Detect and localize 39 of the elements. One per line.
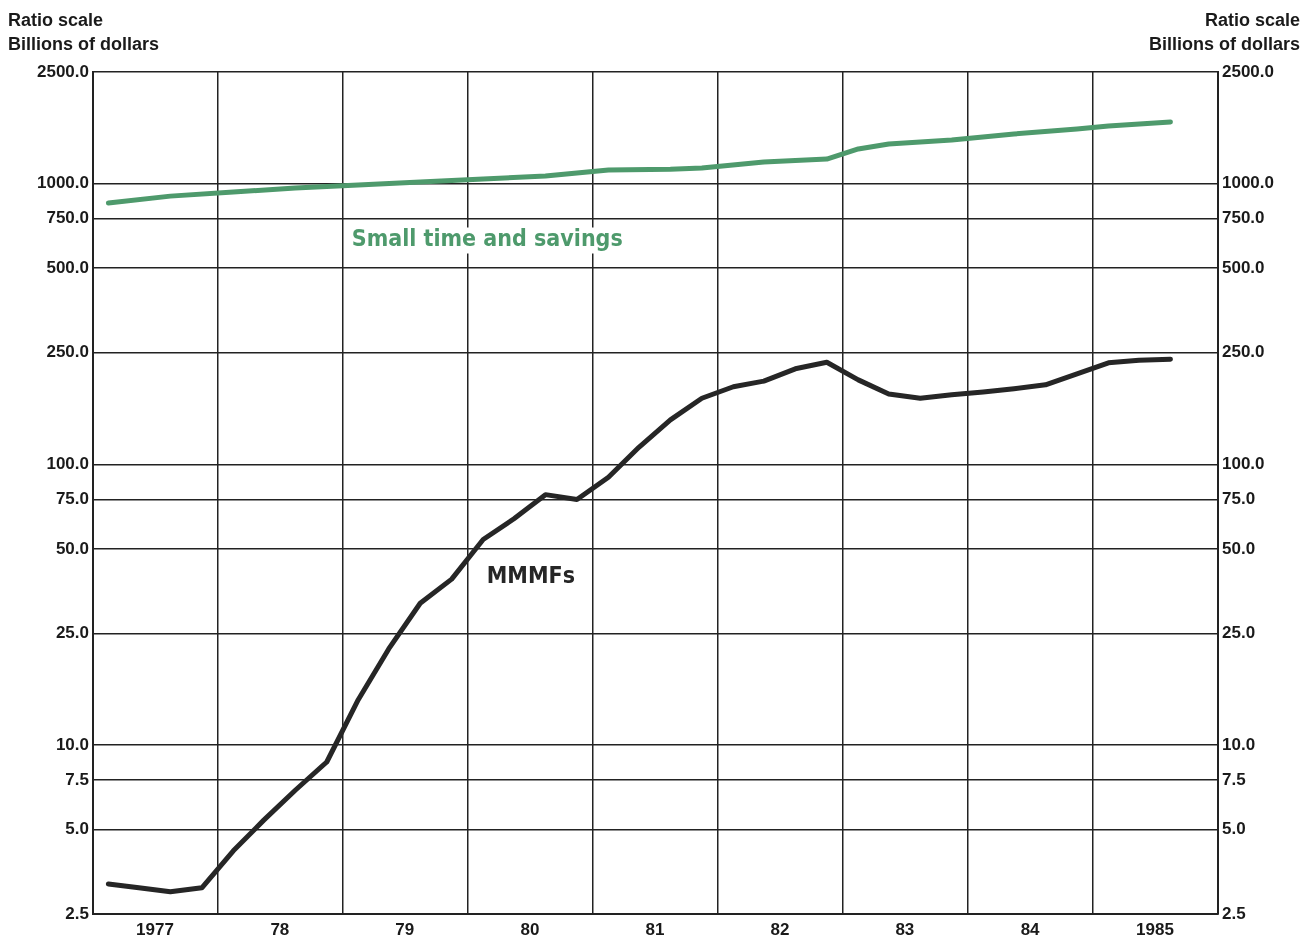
y2-axis-title: Ratio scale Billions of dollars xyxy=(1148,9,1300,54)
x-tick-label: 79 xyxy=(395,919,415,939)
y-tick-label: 1000.0 xyxy=(37,173,89,193)
x-tick-label: 1977 xyxy=(136,919,174,939)
text: 2500.0 xyxy=(1222,61,1274,81)
text: 25.0 xyxy=(1222,623,1256,643)
text: 75.0 xyxy=(1222,489,1256,509)
series-label: MMMFs xyxy=(486,562,575,589)
x-tick-label: 80 xyxy=(520,919,540,939)
text: 10.0 xyxy=(1222,734,1256,754)
y-tick-label: 250.0 xyxy=(46,342,89,362)
y-tick-label: 25.0 xyxy=(55,623,89,643)
x-tick-label: 82 xyxy=(770,919,790,939)
y-tick-label: 100.0 xyxy=(46,454,89,474)
y-tick-label: 5.0 xyxy=(65,819,89,839)
text: 100.0 xyxy=(1222,454,1265,474)
x-tick-label: 81 xyxy=(645,919,665,939)
y-tick-label: 10.0 xyxy=(55,734,89,754)
x-tick-label: 84 xyxy=(1020,919,1041,939)
text: 750.0 xyxy=(1222,208,1265,228)
y-tick-label: 75.0 xyxy=(55,489,89,509)
y-tick-label: 750.0 xyxy=(46,208,89,228)
series-label: Small time and savings xyxy=(351,225,623,252)
text: 5.0 xyxy=(1222,819,1246,839)
text: 250.0 xyxy=(1222,342,1265,362)
text: 2.5 xyxy=(1222,903,1246,923)
text: 50.0 xyxy=(1222,538,1256,558)
text: 7.5 xyxy=(1222,769,1246,789)
x-tick-label: 1985 xyxy=(1136,919,1174,939)
y-tick-label: 50.0 xyxy=(55,538,89,558)
x-tick-label: 83 xyxy=(895,919,915,939)
y-axis-title: Ratio scale Billions of dollars xyxy=(8,9,160,54)
y-tick-label: 2.5 xyxy=(65,903,89,923)
text: 1000.0 xyxy=(1222,173,1274,193)
y-tick-label: 2500.0 xyxy=(37,61,89,81)
x-tick-label: 78 xyxy=(270,919,290,939)
text: 500.0 xyxy=(1222,257,1265,277)
y-tick-label: 7.5 xyxy=(65,769,89,789)
y-tick-label: 500.0 xyxy=(46,257,89,277)
